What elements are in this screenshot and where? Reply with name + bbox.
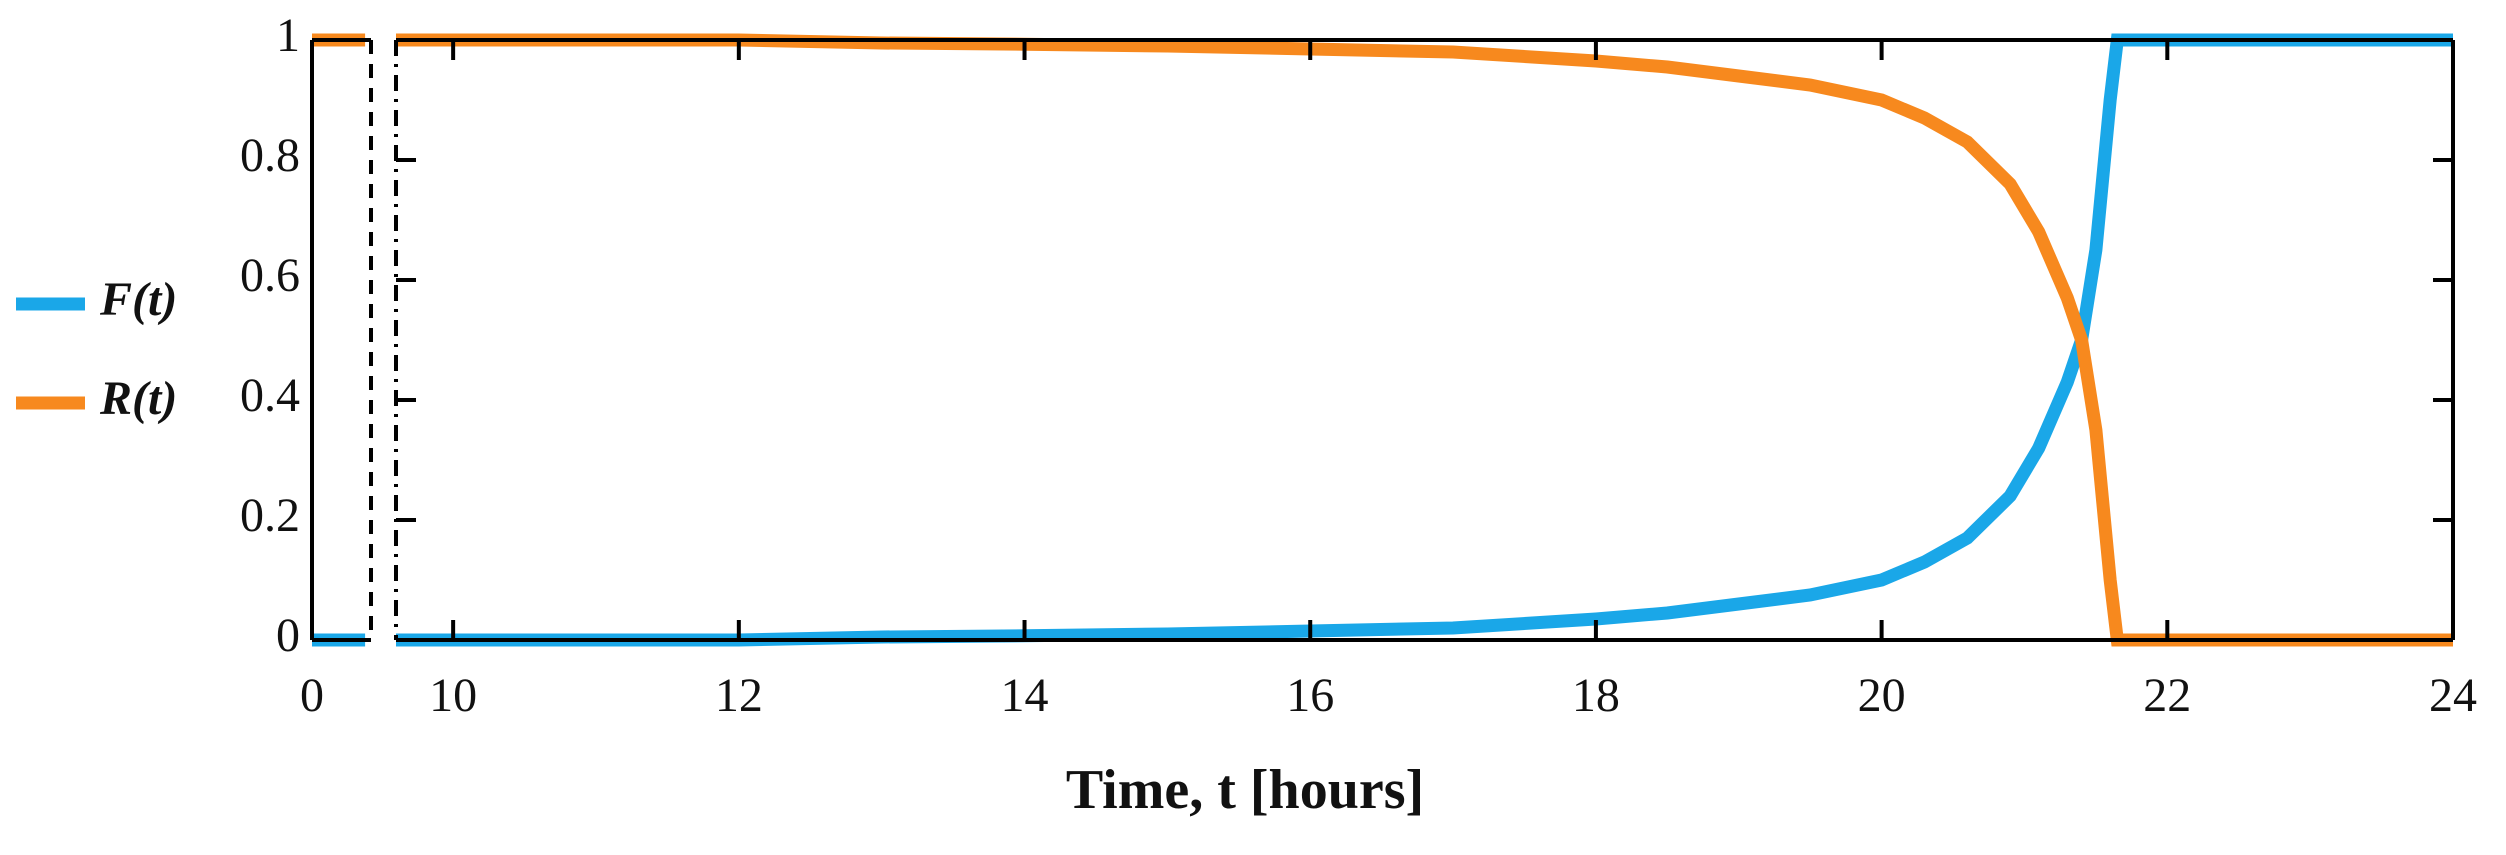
x-tick-label: 10: [429, 669, 477, 722]
series-line: [396, 33, 2453, 647]
x-tick-label: 24: [2429, 669, 2477, 722]
y-tick-label: 0: [276, 609, 300, 662]
x-tick-label: 20: [1858, 669, 1906, 722]
y-tick-label: 0.8: [240, 129, 300, 182]
x-tick-label: 0: [300, 669, 324, 722]
x-axis-label: Time, t [hours]: [1066, 759, 1424, 821]
x-tick-label: 12: [715, 669, 763, 722]
y-tick-label: 0.6: [240, 249, 300, 302]
x-tick-label: 14: [1001, 669, 1049, 722]
x-tick-label: 18: [1572, 669, 1620, 722]
y-tick-label: 0.4: [240, 369, 300, 422]
legend-label: R(t): [99, 372, 177, 425]
series-line: [396, 33, 2453, 647]
y-tick-label: 0.2: [240, 489, 300, 542]
legend-label: F(t): [99, 273, 177, 326]
x-tick-label: 22: [2143, 669, 2191, 722]
x-tick-label: 16: [1286, 669, 1334, 722]
y-tick-label: 1: [276, 9, 300, 62]
